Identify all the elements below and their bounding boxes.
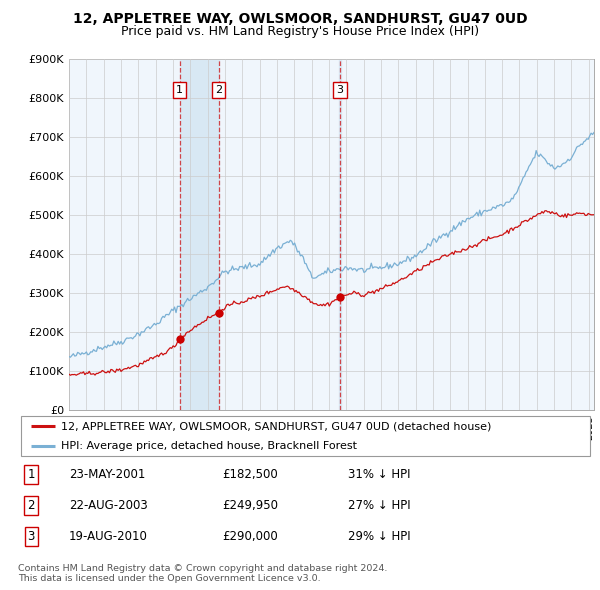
Text: 1: 1 — [28, 468, 35, 481]
Text: £249,950: £249,950 — [222, 499, 278, 512]
Text: 29% ↓ HPI: 29% ↓ HPI — [348, 530, 410, 543]
Text: 19-AUG-2010: 19-AUG-2010 — [69, 530, 148, 543]
Text: HPI: Average price, detached house, Bracknell Forest: HPI: Average price, detached house, Brac… — [61, 441, 357, 451]
Text: 2: 2 — [28, 499, 35, 512]
Text: 1: 1 — [176, 85, 183, 95]
Text: Price paid vs. HM Land Registry's House Price Index (HPI): Price paid vs. HM Land Registry's House … — [121, 25, 479, 38]
Bar — [179, 59, 218, 410]
Bar — [339, 59, 341, 410]
Text: 3: 3 — [337, 85, 343, 95]
Text: 23-MAY-2001: 23-MAY-2001 — [69, 468, 145, 481]
Text: 12, APPLETREE WAY, OWLSMOOR, SANDHURST, GU47 0UD (detached house): 12, APPLETREE WAY, OWLSMOOR, SANDHURST, … — [61, 421, 491, 431]
Text: 27% ↓ HPI: 27% ↓ HPI — [348, 499, 410, 512]
Text: 2: 2 — [215, 85, 222, 95]
Text: 12, APPLETREE WAY, OWLSMOOR, SANDHURST, GU47 0UD: 12, APPLETREE WAY, OWLSMOOR, SANDHURST, … — [73, 12, 527, 26]
Text: £182,500: £182,500 — [222, 468, 278, 481]
Text: Contains HM Land Registry data © Crown copyright and database right 2024.
This d: Contains HM Land Registry data © Crown c… — [18, 563, 388, 583]
Text: 3: 3 — [28, 530, 35, 543]
FancyBboxPatch shape — [21, 416, 590, 456]
Text: 31% ↓ HPI: 31% ↓ HPI — [348, 468, 410, 481]
Text: 22-AUG-2003: 22-AUG-2003 — [69, 499, 148, 512]
Text: £290,000: £290,000 — [222, 530, 278, 543]
